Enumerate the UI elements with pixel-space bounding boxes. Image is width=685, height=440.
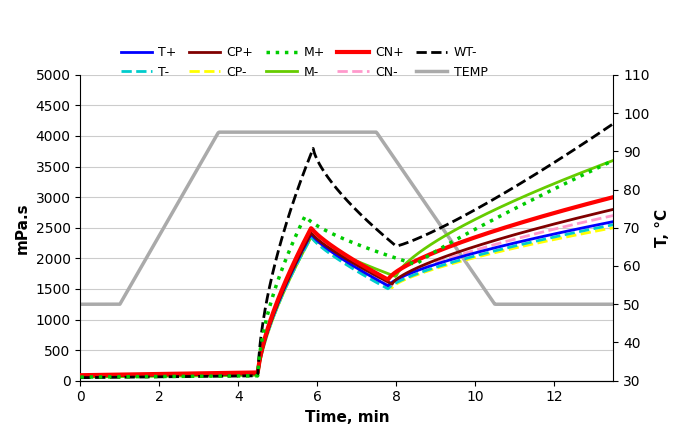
Y-axis label: T, °C: T, °C [655, 209, 670, 247]
Y-axis label: mPa.s: mPa.s [15, 202, 30, 253]
X-axis label: Time, min: Time, min [305, 410, 389, 425]
Legend: T+, T-, CP+, CP-, M+, M-, CN+, CN-, WT-, TEMP: T+, T-, CP+, CP-, M+, M-, CN+, CN-, WT-,… [116, 41, 493, 84]
